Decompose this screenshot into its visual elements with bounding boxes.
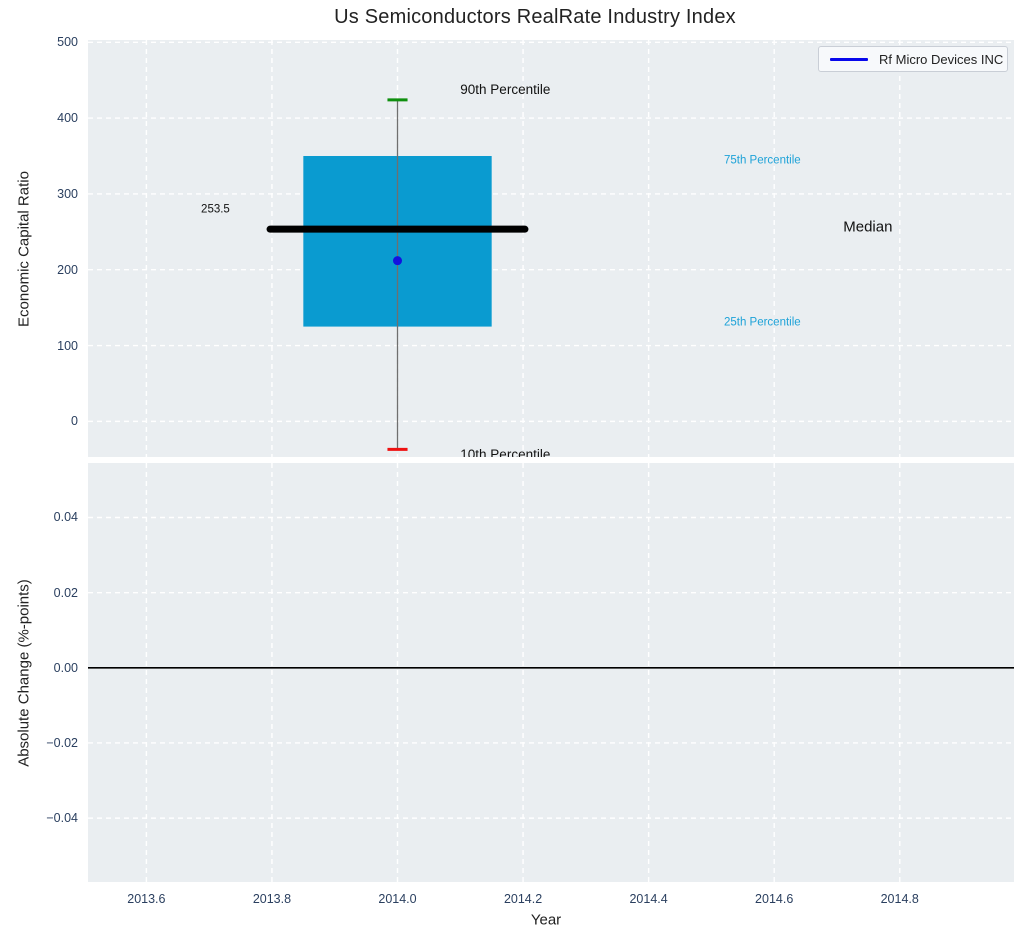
y-tick-label: −0.02 xyxy=(46,735,78,750)
annotation-10th-percentile: 10th Percentile xyxy=(460,446,551,457)
y-tick-label: 0 xyxy=(71,414,78,429)
x-tick-label: 2014.2 xyxy=(503,892,543,906)
x-axis-label-year: Year xyxy=(530,911,562,929)
median-value-label: 253.5 xyxy=(201,203,230,216)
legend-line-icon xyxy=(830,57,868,61)
annotation-75th-percentile: 75th Percentile xyxy=(723,153,801,166)
axes-economic-capital-ratio: 90th Percentile 75th Percentile Median 25th… xyxy=(88,40,1014,457)
y-tick-label: 0.00 xyxy=(53,660,78,675)
chart-title: Us Semiconductors RealRate Industry Inde… xyxy=(334,6,736,28)
legend[interactable]: Rf Micro Devices INC xyxy=(818,46,1008,72)
y-tick-label: 500 xyxy=(57,35,78,50)
axes-absolute-change xyxy=(88,463,1014,882)
change-canvas xyxy=(88,463,1014,882)
x-tick-label: 2014.0 xyxy=(378,892,417,906)
x-tick-label: 2013.6 xyxy=(127,892,166,906)
y-tick-label: −0.04 xyxy=(46,811,78,826)
y-tick-label: 100 xyxy=(57,338,78,353)
annotation-90th-percentile: 90th Percentile xyxy=(460,82,551,98)
legend-label: Rf Micro Devices INC xyxy=(879,51,1004,67)
boxplot-canvas xyxy=(88,40,1014,457)
annotation-25th-percentile: 25th Percentile xyxy=(723,316,801,329)
annotation-median: Median xyxy=(843,218,893,236)
x-tick-label: 2013.8 xyxy=(252,892,292,906)
x-tick-label: 2014.4 xyxy=(629,892,668,906)
x-tick-label: 2014.6 xyxy=(755,892,794,906)
company-point[interactable] xyxy=(393,256,403,266)
y-tick-label: 0.04 xyxy=(53,510,78,525)
y-tick-label: 200 xyxy=(57,262,78,277)
y-tick-label: 300 xyxy=(57,186,78,201)
y-tick-label: 0.02 xyxy=(53,585,78,600)
y-tick-label: 400 xyxy=(57,111,78,126)
x-tick-label: 2014.8 xyxy=(880,892,919,906)
